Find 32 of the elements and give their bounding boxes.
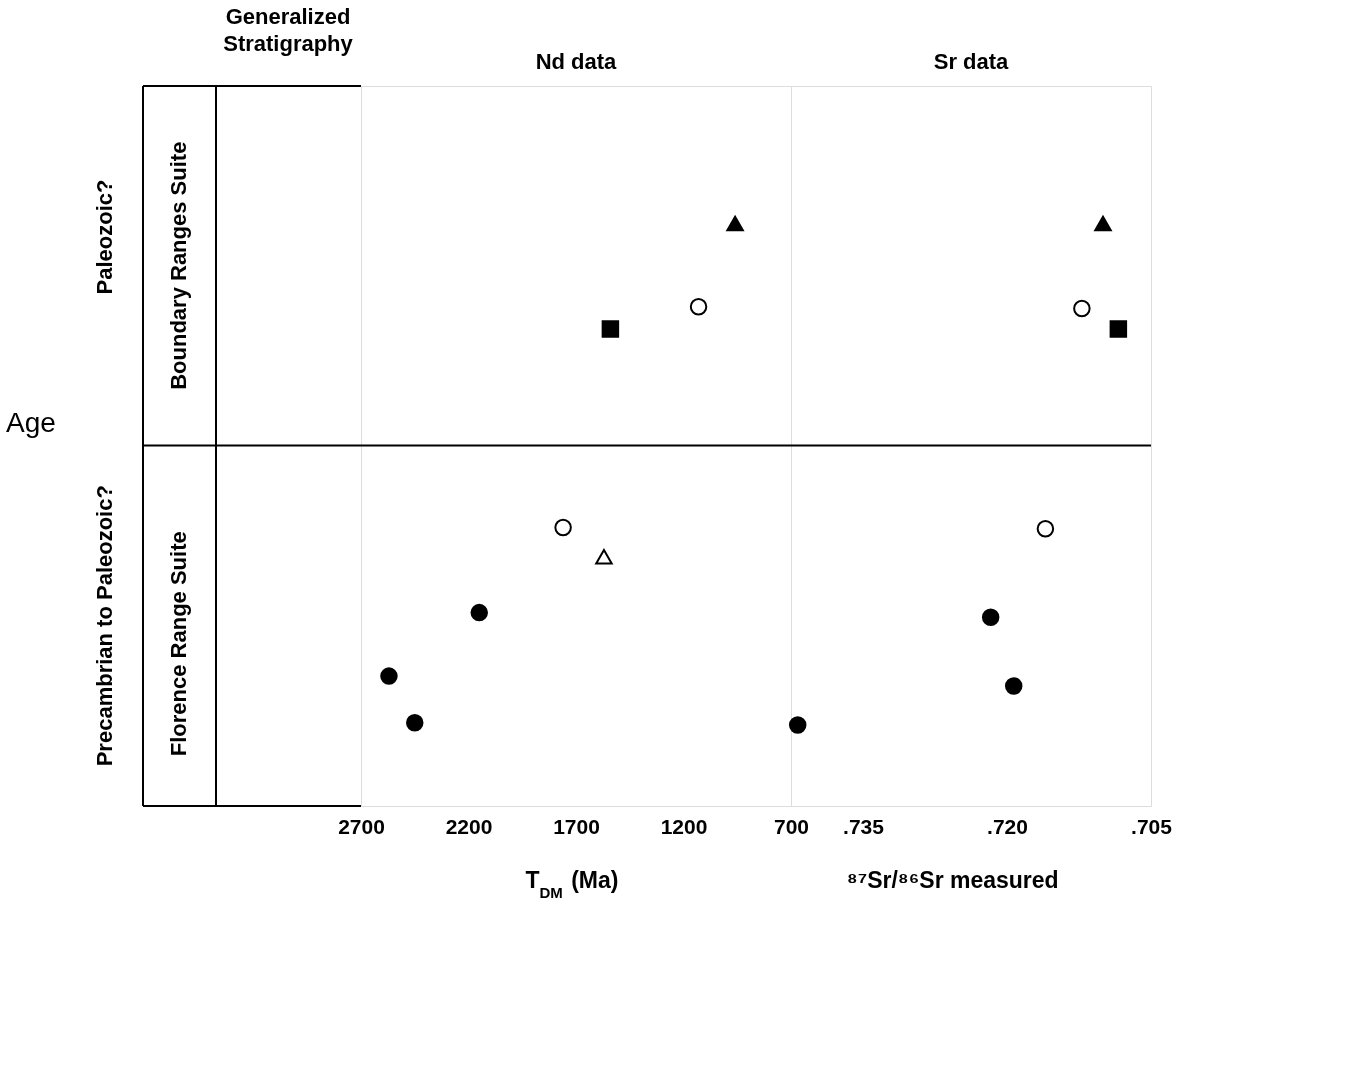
- x-axis-title: ⁸⁷Sr/⁸⁶Sr measured: [846, 867, 1059, 893]
- point: [595, 548, 613, 565]
- x-tick-label: .705: [1131, 814, 1173, 838]
- point: [689, 298, 708, 316]
- y-axis-title: Age: [6, 407, 56, 439]
- chart-title: Sr data: [933, 49, 1010, 74]
- x-tick-label: 1200: [660, 814, 708, 838]
- x-tick-label: .735: [843, 814, 885, 838]
- x-tick-label: .720: [987, 814, 1028, 838]
- point: [1073, 299, 1091, 318]
- point: [981, 608, 1000, 626]
- text: Paleozoic?: [92, 179, 117, 295]
- x-tick-label: 700: [773, 814, 810, 838]
- point: [1094, 215, 1112, 232]
- text: Florence Range Suite: [166, 531, 191, 757]
- point: [406, 713, 424, 732]
- point: [601, 320, 620, 338]
- point: [1109, 320, 1128, 338]
- chart-title: Nd data: [535, 49, 618, 74]
- point: [726, 215, 744, 232]
- x-tick-label: 1700: [553, 814, 600, 838]
- point: [380, 667, 398, 685]
- point: [1004, 677, 1023, 695]
- x-tick-label: 2700: [338, 814, 385, 838]
- text: Precambrian to Paleozoic?: [92, 485, 117, 767]
- point: [788, 716, 807, 734]
- text: Boundary Ranges Suite: [166, 141, 191, 390]
- text: Generalized Stratigraphy: [223, 4, 354, 56]
- point: [554, 518, 572, 537]
- point: [470, 603, 488, 622]
- point: [1036, 519, 1055, 538]
- x-tick-label: 2200: [445, 814, 493, 838]
